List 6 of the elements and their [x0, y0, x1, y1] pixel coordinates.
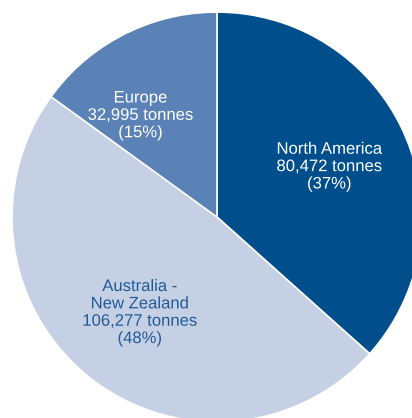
data-label: 106,277 tonnes (48%) — [84, 314, 197, 347]
data-label: 32,995 tonnes (15%) — [88, 108, 193, 141]
slice-label: Australia - New Zealand — [92, 278, 188, 309]
slice-label: Europe — [114, 91, 167, 106]
slice-label: North America — [278, 142, 382, 154]
data-label: 80,472 tonnes (37%) — [277, 159, 382, 192]
